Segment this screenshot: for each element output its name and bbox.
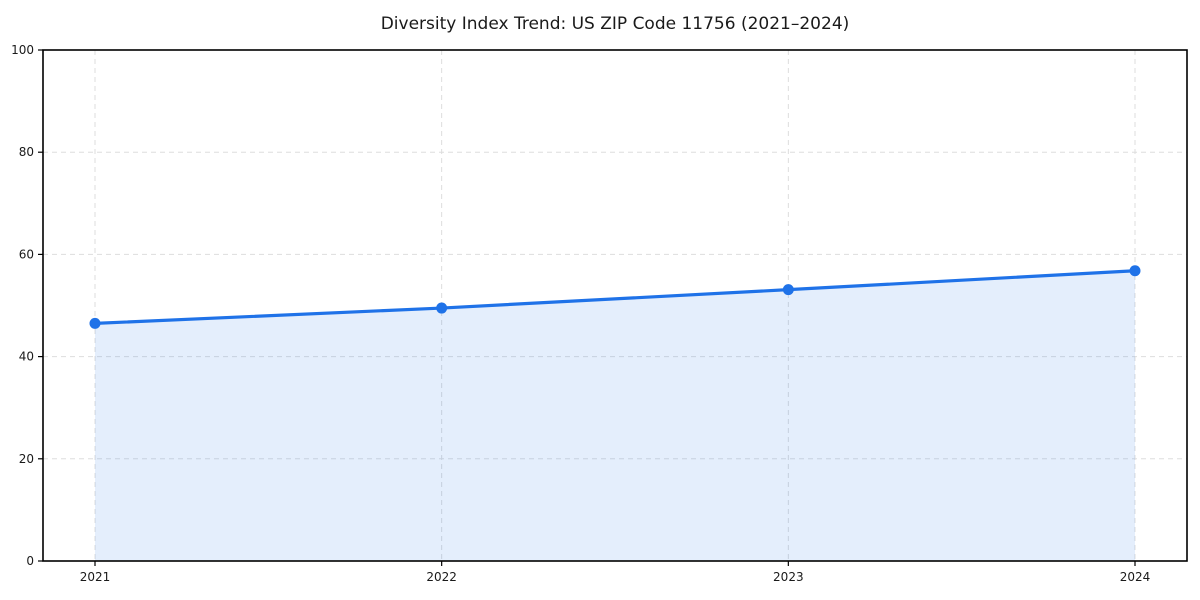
axis-ticks — [38, 49, 1136, 566]
y-tick-label: 100 — [11, 43, 34, 57]
y-tick-label: 20 — [19, 452, 34, 466]
data-points — [89, 265, 1141, 329]
data-point-marker — [436, 302, 448, 314]
data-point-marker — [1129, 265, 1141, 277]
axes-spines — [42, 49, 1188, 562]
y-tick-label: 0 — [26, 554, 34, 568]
y-tick-label: 80 — [19, 145, 34, 159]
series-line — [93, 269, 1137, 325]
plot-border — [42, 49, 1188, 562]
area-fill — [95, 270, 1135, 561]
axis-tick-labels: 2021 2022 2023 2024 0 20 40 60 80 100 — [11, 43, 1150, 584]
x-tick-label: 2024 — [1120, 570, 1151, 584]
area-under-line — [95, 270, 1135, 561]
trend-line — [93, 269, 1137, 325]
x-tick-label: 2021 — [80, 570, 111, 584]
y-tick-label: 60 — [19, 247, 34, 261]
data-point-marker — [782, 284, 794, 296]
y-tick-label: 40 — [19, 350, 34, 364]
data-point-marker — [89, 317, 101, 329]
x-tick-label: 2023 — [773, 570, 804, 584]
chart-title: Diversity Index Trend: US ZIP Code 11756… — [381, 14, 850, 34]
x-tick-label: 2022 — [426, 570, 457, 584]
